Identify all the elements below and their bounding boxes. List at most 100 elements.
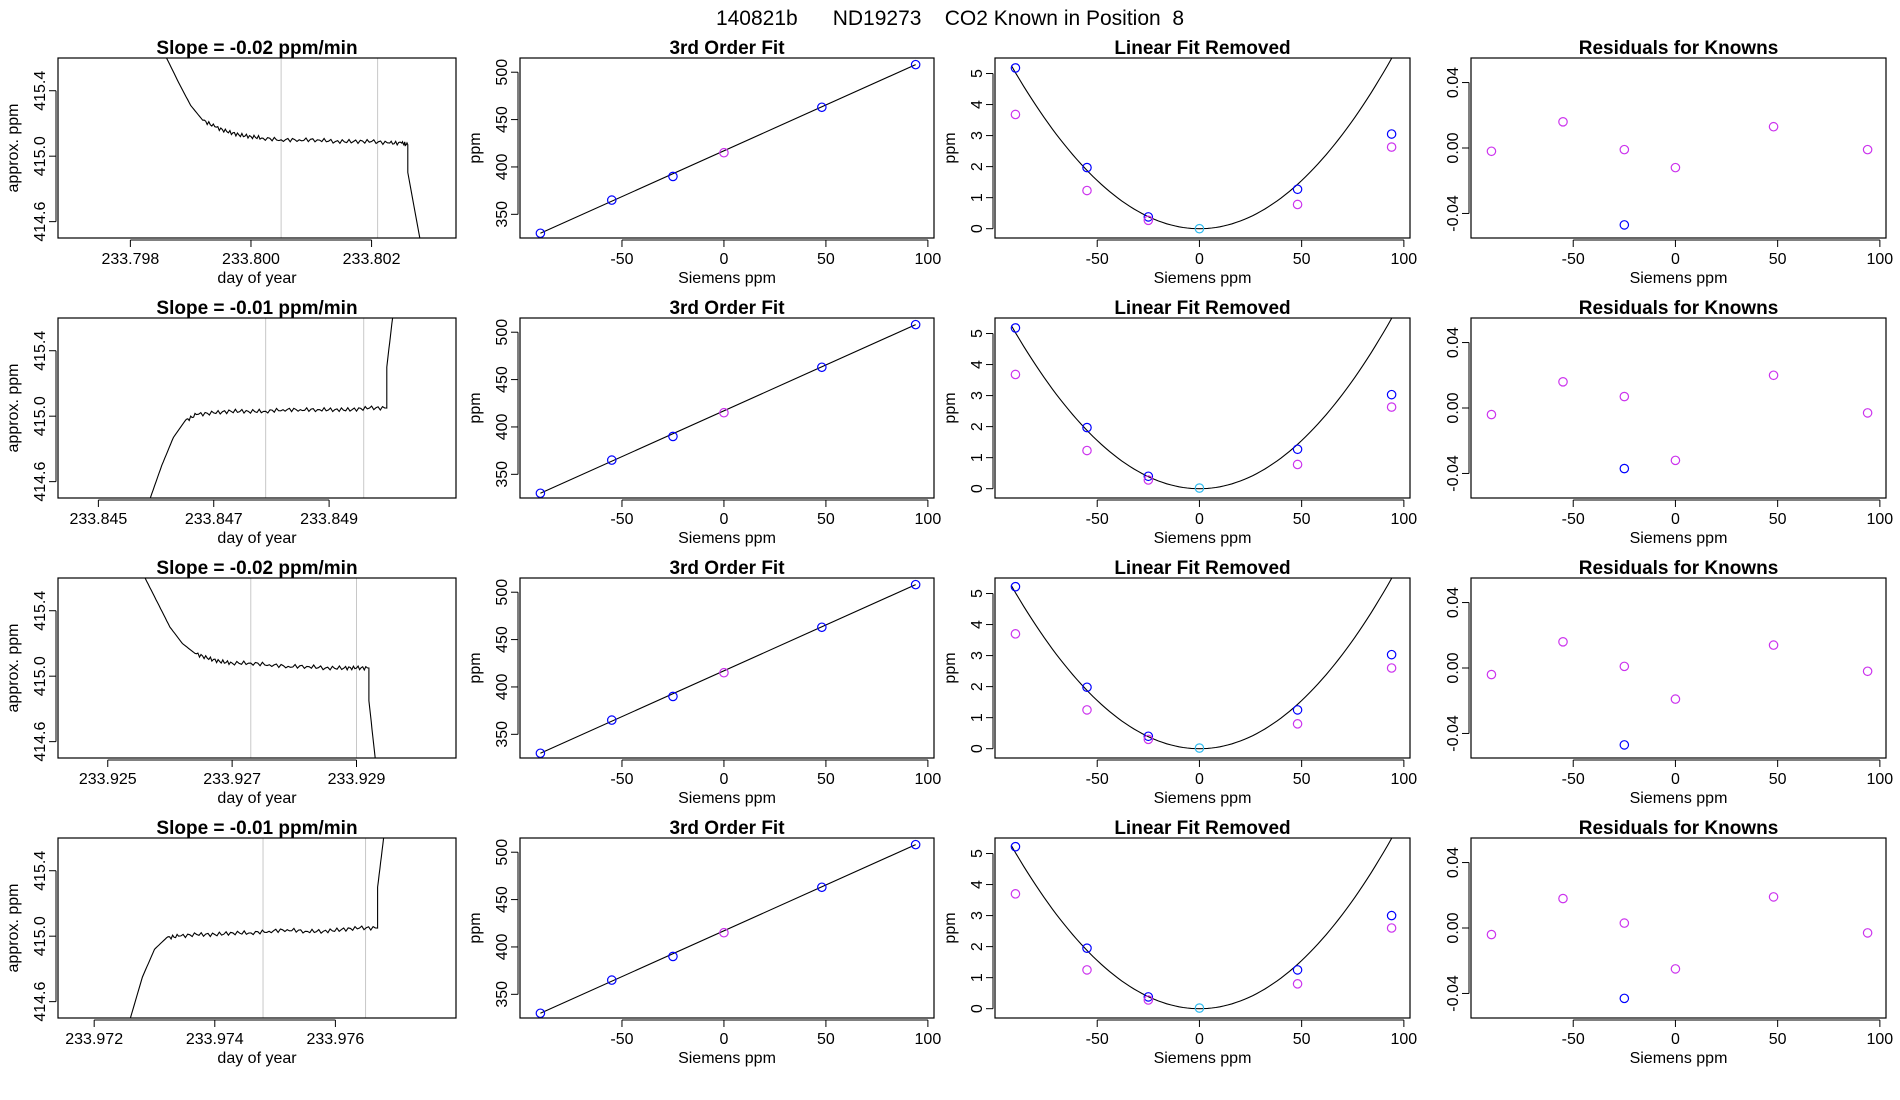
plot-area <box>535 839 921 1018</box>
y-tick-label: 1 <box>969 193 986 202</box>
y-tick-label: 414.6 <box>32 722 49 762</box>
y-tick-label: 414.6 <box>32 462 49 502</box>
plot-frame <box>519 317 935 499</box>
y-axis-label: ppm <box>467 132 484 163</box>
x-tick-label: -50 <box>1086 771 1109 788</box>
y-tick-label: 0 <box>969 744 986 753</box>
panel-r4-c4: Residuals for Knowns -50 0 50 100 -0.04 0.00 0.… <box>1445 818 1893 1067</box>
plot-frame <box>57 57 457 239</box>
x-tick-label: 0 <box>719 511 728 528</box>
x-tick-label: 50 <box>1293 251 1311 268</box>
data-point <box>668 431 678 442</box>
y-tick-label: 415.0 <box>32 396 49 436</box>
y-tick-label: 415.0 <box>32 656 49 696</box>
x-tick-label: 233.974 <box>186 1031 244 1048</box>
data-point <box>1292 199 1303 210</box>
y-tick-label: 414.6 <box>32 202 49 242</box>
x-axis-label: Siemens ppm <box>678 530 776 547</box>
quadratic-fit-curve <box>1010 58 1393 230</box>
y-axis-label: approx. ppm <box>5 104 22 193</box>
y-tick-label: 5 <box>969 329 986 338</box>
plot-frame <box>57 317 457 499</box>
x-axis-label: Siemens ppm <box>1630 530 1728 547</box>
panel-r1-c1: Slope = -0.02 ppm/min 233.798 233.800 233.8… <box>5 38 457 287</box>
x-tick-label: 100 <box>915 511 942 528</box>
data-point <box>1010 323 1021 333</box>
concentration-trace <box>129 838 385 1018</box>
data-point <box>910 579 921 590</box>
data-point <box>606 455 617 465</box>
data-point <box>1386 402 1397 412</box>
plot-area <box>1486 117 1873 230</box>
fit-line <box>540 584 916 754</box>
x-tick-label: -50 <box>1086 251 1109 268</box>
data-point <box>1486 409 1497 420</box>
x-tick-label: 0 <box>1195 771 1204 788</box>
data-point <box>1386 649 1397 660</box>
plot-frame <box>994 57 1411 239</box>
panel-r4-c1: Slope = -0.01 ppm/min 233.972 233.974 233.9… <box>5 818 457 1067</box>
panel-r4-c2: 3rd Order Fit -50 0 50 100 350 400 450 500 Siemen… <box>467 818 941 1067</box>
y-tick-label: 400 <box>494 154 511 181</box>
x-tick-label: 233.929 <box>328 771 386 788</box>
plot-frame <box>519 837 935 1019</box>
y-tick-label: 0.04 <box>1445 67 1462 98</box>
data-point <box>1292 444 1303 455</box>
y-tick-label: 5 <box>969 849 986 858</box>
y-tick-label: 415.0 <box>32 136 49 176</box>
y-tick-label: 450 <box>494 886 511 913</box>
x-tick-label: 233.972 <box>65 1031 123 1048</box>
data-point <box>1194 483 1205 493</box>
data-point <box>1670 162 1681 173</box>
y-tick-label: 0.00 <box>1445 392 1462 423</box>
x-tick-label: -50 <box>1086 1031 1109 1048</box>
x-axis-label: Siemens ppm <box>678 790 776 807</box>
x-tick-label: 50 <box>1293 1031 1311 1048</box>
x-tick-label: -50 <box>1562 251 1585 268</box>
plot-frame <box>1470 577 1887 759</box>
y-axis-label: ppm <box>467 652 484 683</box>
data-point <box>1619 740 1630 750</box>
data-point <box>1292 979 1303 989</box>
data-point <box>1292 719 1303 729</box>
x-tick-label: 50 <box>817 1031 835 1048</box>
x-tick-label: 0 <box>1195 1031 1204 1048</box>
x-tick-label: 50 <box>1769 771 1787 788</box>
plot-frame <box>1470 317 1887 499</box>
panel-r2-c2: 3rd Order Fit -50 0 50 100 350 400 450 500 Siemen… <box>467 298 941 547</box>
x-tick-label: 100 <box>1391 511 1418 528</box>
plot-frame <box>994 837 1411 1019</box>
x-axis-label: Siemens ppm <box>1154 790 1252 807</box>
plot-area <box>1010 318 1397 493</box>
x-tick-label: 233.927 <box>203 771 261 788</box>
quadratic-fit-curve <box>1010 318 1393 490</box>
x-tick-label: 233.802 <box>343 251 401 268</box>
x-axis-label: Siemens ppm <box>1630 1050 1728 1067</box>
x-tick-label: 100 <box>1867 251 1894 268</box>
x-tick-label: -50 <box>1562 771 1585 788</box>
data-point <box>1143 734 1154 745</box>
x-tick-label: -50 <box>610 251 633 268</box>
x-tick-label: 0 <box>719 251 728 268</box>
y-tick-label: 0.04 <box>1445 587 1462 618</box>
plot-area <box>149 318 394 498</box>
y-tick-label: 500 <box>494 839 511 866</box>
panel-title: 3rd Order Fit <box>669 38 785 59</box>
x-tick-label: 100 <box>915 1031 942 1048</box>
plot-area <box>535 579 921 758</box>
y-tick-label: 350 <box>494 461 511 488</box>
data-point <box>1143 995 1154 1005</box>
data-point <box>1862 408 1873 418</box>
panel-title: Residuals for Knowns <box>1579 818 1779 839</box>
y-tick-label: 500 <box>494 59 511 86</box>
x-tick-label: 50 <box>817 771 835 788</box>
panel-title: Linear Fit Removed <box>1114 298 1290 319</box>
data-point <box>817 102 827 113</box>
concentration-trace <box>144 578 376 758</box>
x-axis-label: Siemens ppm <box>1630 270 1728 287</box>
x-axis-label: Siemens ppm <box>678 1050 776 1067</box>
x-tick-label: 233.976 <box>306 1031 364 1048</box>
y-tick-label: 4 <box>969 100 986 109</box>
y-tick-label: 2 <box>969 682 986 691</box>
data-point <box>668 951 678 962</box>
